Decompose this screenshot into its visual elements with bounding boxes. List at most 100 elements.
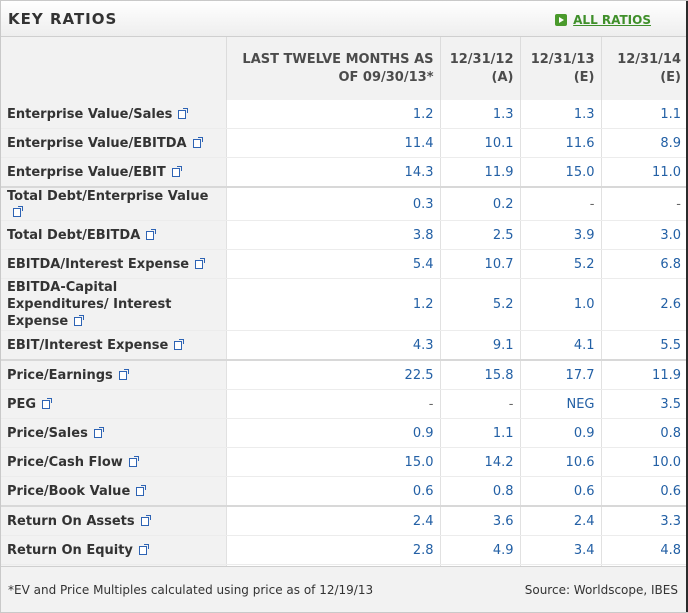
ratio-value: 1.0 — [519, 278, 601, 331]
ratio-value: 1.3 — [439, 100, 520, 129]
ratio-value: 0.8 — [600, 418, 687, 448]
table-row: Enterprise Value/EBIT 14.3 11.9 15.0 11.0 — [1, 157, 687, 188]
row-label-cell: Return On Equity — [1, 535, 226, 565]
ratio-value: 0.9 — [225, 418, 440, 448]
table-row: Total Debt/EBITDA 3.8 2.5 3.9 3.0 — [1, 220, 687, 250]
all-ratios-label: ALL RATIOS — [573, 13, 651, 27]
popup-window-icon[interactable] — [195, 257, 206, 269]
ratio-value: 0.6 — [600, 476, 687, 507]
row-label-cell: EBIT/Interest Expense — [1, 330, 226, 361]
row-label: Enterprise Value/Sales — [7, 106, 173, 122]
ratio-value: 15.8 — [439, 359, 520, 390]
ratio-value: 11.6 — [519, 128, 601, 158]
row-label: Enterprise Value/EBIT — [7, 164, 166, 180]
popup-window-icon[interactable] — [138, 543, 149, 555]
row-label: EBITDA-Capital Expenditures/ Interest Ex… — [7, 280, 172, 329]
ratio-value: - — [439, 389, 520, 419]
ratio-value: 0.6 — [519, 476, 601, 507]
row-label-cell: Price/Sales — [1, 418, 226, 448]
row-label-cell: Total Debt/Enterprise Value — [1, 186, 226, 221]
ratio-value: 9.1 — [439, 330, 520, 361]
ratio-value: 3.4 — [519, 535, 601, 565]
row-label: Total Debt/Enterprise Value — [7, 189, 209, 204]
ratio-value: - — [519, 186, 601, 221]
popup-window-icon[interactable] — [128, 455, 139, 467]
ratio-value: 4.3 — [225, 330, 440, 361]
source-note: Source: Worldscope, IBES — [524, 583, 678, 597]
ratio-value: 2.6 — [600, 278, 687, 331]
ratio-value: 1.3 — [519, 100, 601, 129]
table-header-row: LAST TWELVE MONTHS AS OF 09/30/13* 12/31… — [1, 37, 687, 100]
row-label-cell: Return On Assets — [1, 505, 226, 536]
ratio-value: 0.8 — [439, 476, 520, 507]
table-row: Return On Assets 2.4 3.6 2.4 3.3 — [1, 505, 687, 536]
ratio-value: - — [225, 389, 440, 419]
popup-window-icon[interactable] — [192, 136, 203, 148]
ratio-value: 0.6 — [225, 476, 440, 507]
header-blank-cell — [1, 37, 226, 100]
ratio-value: 3.5 — [600, 389, 687, 419]
ratio-value: 2.4 — [519, 505, 601, 536]
row-label: Price/Sales — [7, 425, 88, 441]
ratio-value: 17.7 — [519, 359, 601, 390]
popup-window-icon[interactable] — [171, 165, 182, 177]
popup-window-icon[interactable] — [136, 484, 147, 496]
popup-window-icon[interactable] — [174, 338, 185, 350]
ratio-value: 8.9 — [600, 128, 687, 158]
ratio-value: 22.5 — [225, 359, 440, 390]
popup-window-icon[interactable] — [146, 228, 157, 240]
ratio-value: 0.2 — [439, 186, 520, 221]
table-row: EBITDA-Capital Expenditures/ Interest Ex… — [1, 278, 687, 331]
popup-window-icon[interactable] — [118, 368, 129, 380]
ratio-value: 10.1 — [439, 128, 520, 158]
popup-window-icon[interactable] — [74, 315, 85, 326]
ratio-value: 0.3 — [225, 186, 440, 221]
ratio-value: 3.8 — [225, 220, 440, 250]
ratio-value: 5.5 — [600, 330, 687, 361]
ratio-value: 11.9 — [600, 359, 687, 390]
row-label-cell: Enterprise Value/Sales — [1, 100, 226, 129]
row-label-cell: EBITDA/Interest Expense — [1, 249, 226, 279]
ratio-value: 3.9 — [519, 220, 601, 250]
popup-window-icon[interactable] — [178, 107, 189, 119]
popup-window-icon[interactable] — [93, 426, 104, 438]
row-label: Return On Equity — [7, 542, 133, 558]
column-header: LAST TWELVE MONTHS AS OF 09/30/13* — [225, 37, 440, 100]
ratio-value: 5.2 — [519, 249, 601, 279]
ratio-value: 4.8 — [600, 535, 687, 565]
table-row: PEG - - NEG 3.5 — [1, 389, 687, 419]
ratio-value: 2.8 — [225, 535, 440, 565]
table-row: Enterprise Value/Sales 1.2 1.3 1.3 1.1 — [1, 100, 687, 129]
table-row: Price/Earnings 22.5 15.8 17.7 11.9 — [1, 359, 687, 390]
panel-footer: *EV and Price Multiples calculated using… — [1, 566, 687, 612]
panel-header: KEY RATIOS ALL RATIOS — [1, 1, 687, 37]
table-row: Return On Equity 2.8 4.9 3.4 4.8 — [1, 535, 687, 565]
ratio-value: 10.0 — [600, 447, 687, 477]
row-label-cell: Price/Earnings — [1, 359, 226, 390]
ratio-value: 4.9 — [439, 535, 520, 565]
table-row: Enterprise Value/EBITDA 11.4 10.1 11.6 8.9 — [1, 128, 687, 158]
row-label-cell: Price/Book Value — [1, 476, 226, 507]
ratio-value: - — [600, 186, 687, 221]
row-label: PEG — [7, 396, 37, 412]
row-label: Price/Cash Flow — [7, 454, 123, 470]
ratio-value: 5.2 — [439, 278, 520, 331]
popup-window-icon[interactable] — [13, 206, 23, 217]
table-row: Price/Cash Flow 15.0 14.2 10.6 10.0 — [1, 447, 687, 477]
ratio-value: 15.0 — [519, 157, 601, 188]
popup-window-icon[interactable] — [42, 397, 53, 409]
ratio-value: 6.8 — [600, 249, 687, 279]
ratio-value: 2.5 — [439, 220, 520, 250]
ratio-value: 14.2 — [439, 447, 520, 477]
ratio-value: 14.3 — [225, 157, 440, 188]
ratio-value: 1.1 — [439, 418, 520, 448]
ratios-table: LAST TWELVE MONTHS AS OF 09/30/13* 12/31… — [1, 37, 687, 598]
popup-window-icon[interactable] — [140, 514, 151, 526]
column-header: 12/31/12 (A) — [439, 37, 520, 100]
row-label: EBIT/Interest Expense — [7, 337, 169, 353]
ratio-value: 10.6 — [519, 447, 601, 477]
column-header: 12/31/14 (E) — [600, 37, 687, 100]
all-ratios-link[interactable]: ALL RATIOS — [555, 13, 651, 27]
ratio-value: 11.4 — [225, 128, 440, 158]
